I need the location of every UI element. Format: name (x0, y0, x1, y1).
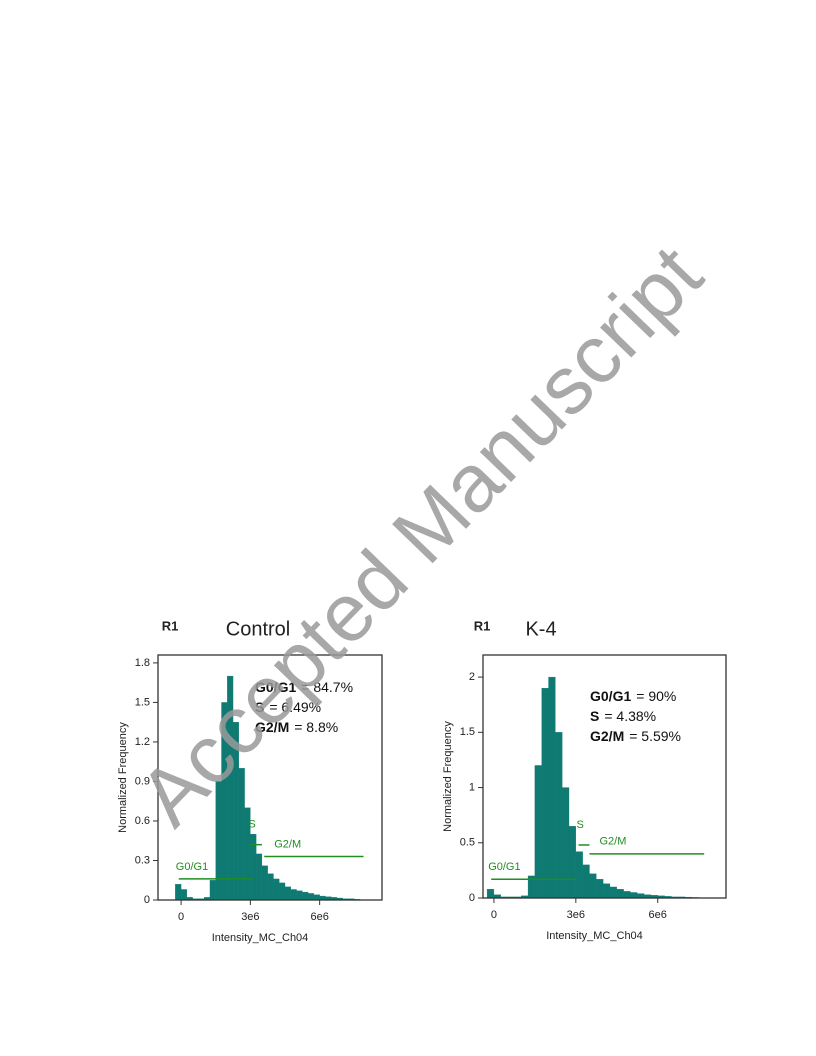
x-tick-label: 3e6 (567, 909, 585, 921)
gate-label: G0/G1 (488, 861, 520, 873)
stat: G0/G1 = 84.7% (255, 679, 353, 695)
stat-value: = 84.7% (301, 679, 353, 695)
bar (486, 889, 495, 899)
bar (555, 732, 563, 899)
bar (534, 765, 542, 899)
stat: S = 6.49% (255, 699, 321, 715)
y-axis-title: Normalized Frequency (442, 721, 454, 832)
bar (273, 878, 280, 901)
gate-label: S (248, 819, 255, 831)
stat-label: G0/G1 (255, 679, 296, 695)
stat-value: = 8.8% (294, 719, 338, 735)
bar (267, 873, 274, 901)
bar (255, 853, 263, 901)
region-label: R1 (474, 618, 491, 633)
x-axis-title: Intensity_MC_Ch04 (212, 932, 309, 944)
bar (279, 882, 286, 901)
y-tick-label: 0 (469, 892, 475, 904)
stat-value: = 6.49% (269, 699, 321, 715)
y-tick-label: 1.5 (135, 696, 150, 708)
x-tick-label: 0 (178, 911, 184, 923)
gate-label: G0/G1 (176, 861, 208, 873)
bar (596, 879, 604, 899)
bar (313, 894, 320, 901)
y-tick-label: 0.9 (135, 775, 150, 787)
plot-frame (482, 654, 727, 899)
stat-value: = 5.59% (629, 728, 681, 744)
gate-label: G2/M (599, 836, 626, 848)
y-tick-label: 0.6 (135, 815, 150, 827)
x-tick-label: 6e6 (649, 909, 667, 921)
stat-label: G2/M (255, 719, 289, 735)
stat-label: G0/G1 (590, 688, 631, 704)
x-tick-label: 0 (491, 909, 497, 921)
x-axis-title: Intensity_MC_Ch04 (546, 930, 643, 942)
y-tick-label: 2 (469, 671, 475, 683)
region-label: R1 (162, 618, 179, 633)
figure: 00.30.60.91.21.51.80 3e6 6e6Intensity_MC_C… (117, 618, 727, 944)
chart-title: K-4 (525, 618, 556, 640)
bar (623, 891, 631, 899)
stat: G2/M = 8.8% (255, 719, 338, 735)
bar (541, 687, 549, 899)
stat: G2/M = 5.59% (590, 728, 681, 744)
x-tick-label: 3e6 (241, 911, 259, 923)
y-tick-label: 1 (469, 781, 475, 793)
plot-frame (157, 654, 383, 901)
bar (548, 676, 556, 899)
bar (602, 883, 611, 899)
stat-label: S (590, 708, 599, 724)
x-tick-label: 6e6 (310, 911, 328, 923)
bar (290, 889, 297, 901)
bar (616, 889, 624, 899)
bar (568, 826, 576, 899)
bar (175, 884, 182, 901)
y-tick-label: 1.2 (135, 736, 150, 748)
gate-label: S (577, 819, 584, 831)
y-tick-label: 0.5 (460, 837, 475, 849)
bar (630, 892, 638, 899)
stat: G0/G1 = 90% (590, 688, 676, 704)
bar (180, 889, 188, 901)
gate-label: G2/M (274, 838, 301, 850)
stat: S = 4.38% (590, 708, 656, 724)
y-tick-label: 1.8 (135, 657, 150, 669)
bar (562, 787, 570, 899)
bar (261, 865, 268, 901)
bar (637, 893, 645, 899)
bar (296, 890, 303, 901)
stat-label: S (255, 699, 264, 715)
chart-title: Control (226, 618, 290, 640)
y-tick-label: 1.5 (460, 726, 475, 738)
stat-label: G2/M (590, 728, 624, 744)
bar (209, 880, 216, 901)
stat-value: = 90% (636, 688, 676, 704)
y-tick-label: 0 (144, 894, 150, 906)
bar (609, 886, 617, 899)
bar (575, 851, 583, 899)
y-tick-label: 0.3 (135, 854, 150, 866)
stat-value: = 4.38% (604, 708, 656, 724)
bar (284, 886, 291, 901)
y-axis-title: Normalized Frequency (117, 722, 129, 833)
bar (302, 891, 309, 901)
bar (589, 873, 597, 899)
bar (307, 893, 315, 901)
bar (582, 864, 590, 899)
